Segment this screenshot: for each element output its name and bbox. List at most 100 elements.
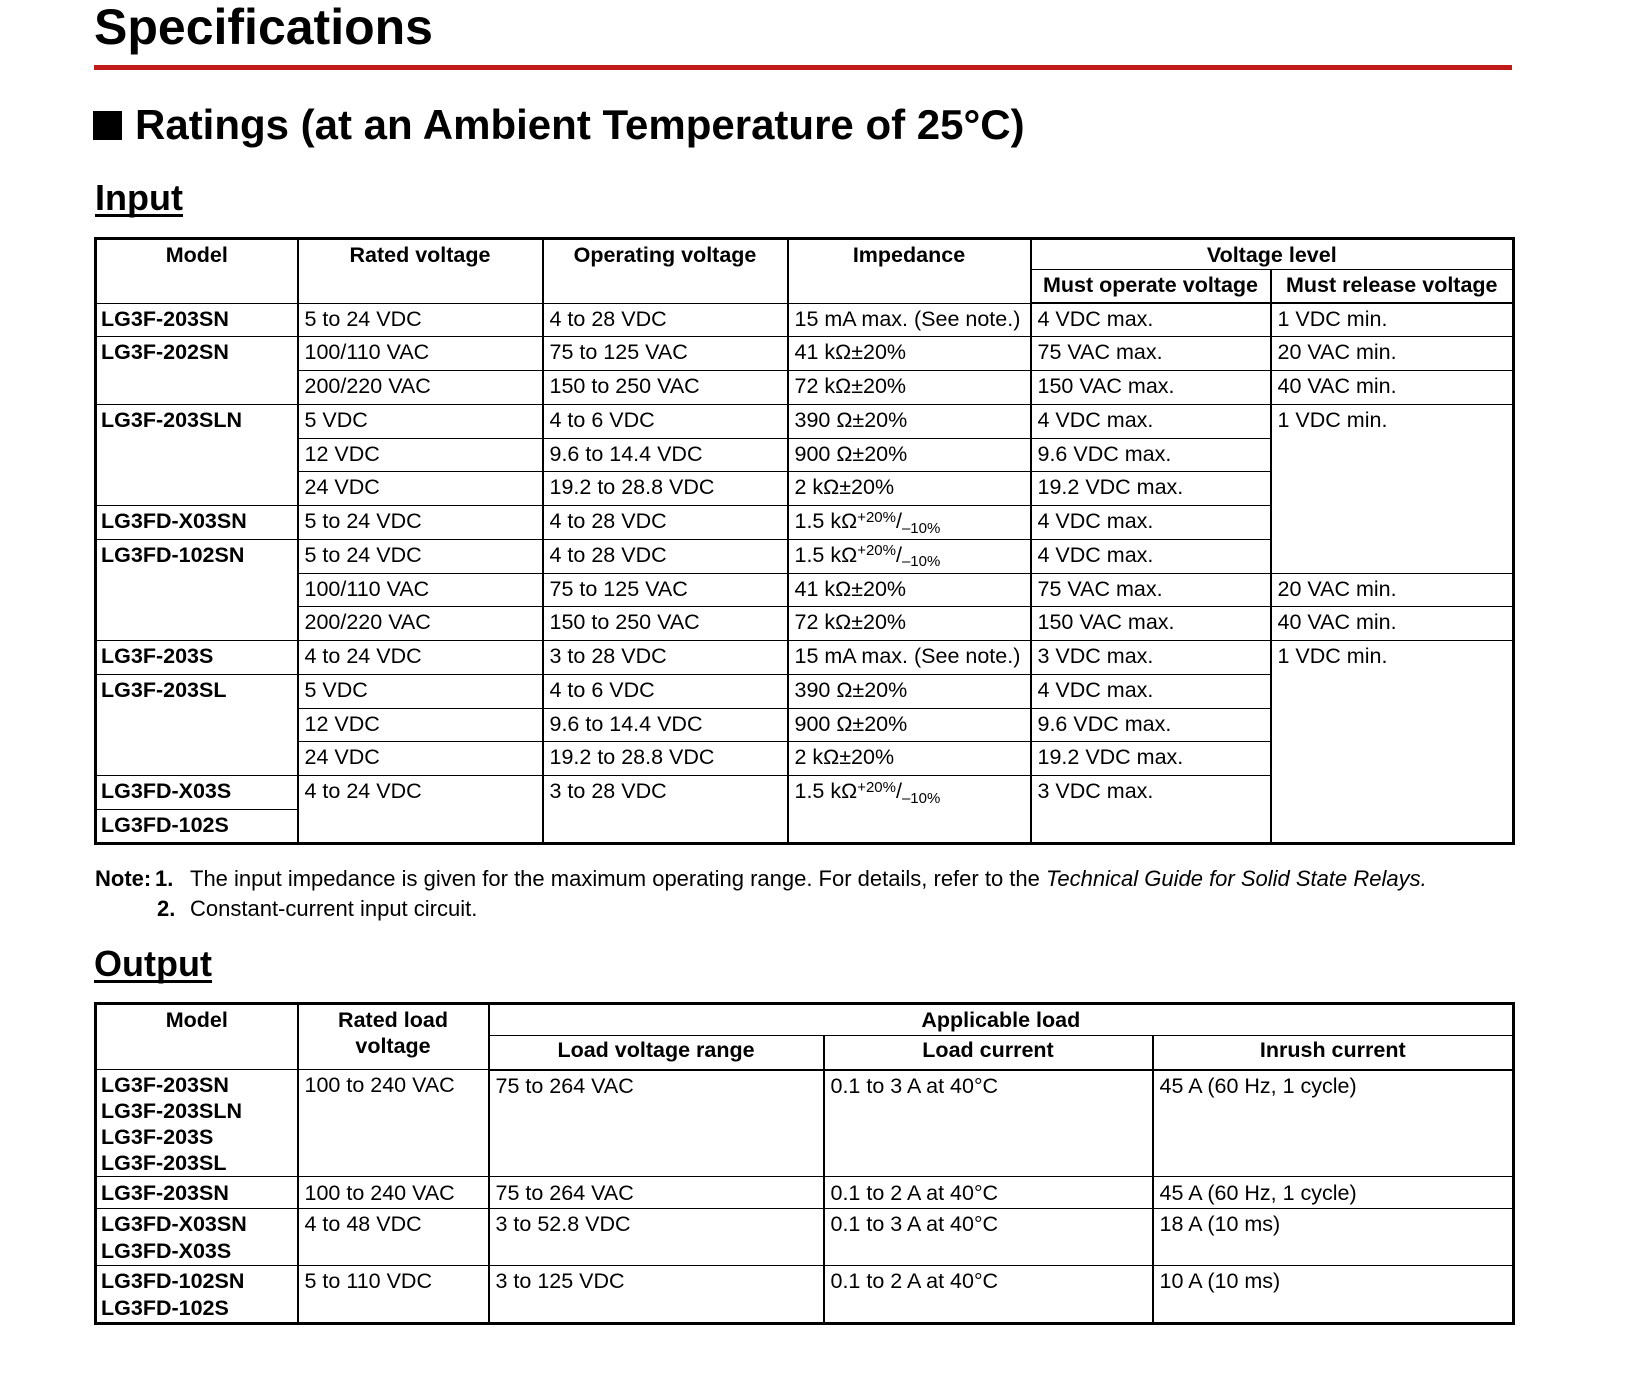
value-cell: 15 mA max. (See note.) [786,640,1032,675]
section-square-icon [93,110,122,140]
value-cell: 1 VDC min. [1269,640,1515,844]
value-cell: 3 VDC max. [1029,775,1272,844]
value-cell: 3 VDC max. [1029,640,1272,675]
value-cell: 0.1 to 2 A at 40°C [822,1176,1154,1209]
column-header: Model [94,1002,299,1071]
value-cell: 72 kΩ±20% [786,606,1032,641]
value-cell: 1 VDC min. [1269,403,1515,574]
value-cell: 20 VAC min. [1269,336,1515,371]
table-row: 200/220 VAC 150 to 250 VAC 72 kΩ±20% 150 VA… [96,606,1515,641]
value-cell: 200/220 VAC [296,606,544,641]
page-title: Specifications [94,0,433,55]
value-cell: 4 to 28 VDC [541,302,789,338]
value-cell: 0.1 to 3 A at 40°C [822,1207,1154,1267]
model-cell: LG3FD-102SN LG3FD-102S [94,1265,299,1325]
value-cell: 0.1 to 3 A at 40°C [822,1069,1154,1178]
table-row: LG3FD-102SN 5 to 24 VDC 4 to 28 VDC 1.5 kΩ+… [94,538,1514,642]
model-cell: LG3F-203SL [94,673,299,777]
note-label: Note: [95,866,152,891]
table-row: LG3FD-102S [94,808,1514,844]
value-cell: 4 to 28 VDC [541,538,789,574]
table-row: LG3F-203SLN 5 VDC 4 to 6 VDC 390 Ω±20% 4 VDC… [94,403,1515,574]
table-row: LG3F-203SL 5 VDC 4 to 6 VDC 390 Ω±20% 4 VDC … [94,673,1514,777]
value-cell: 4 VDC max. [1029,302,1272,338]
value-cell: 45 A (60 Hz, 1 cycle) [1151,1069,1515,1178]
model-cell: LG3FD-X03S [94,775,299,810]
table-row: LG3FD-X03SN LG3FD-X03S 4 to 48 VDC 3 to 52.… [94,1207,1515,1267]
value-cell: 3 to 125 VDC [487,1265,825,1325]
ratings-heading: Ratings (at an Ambient Temperature of 25… [93,100,1025,150]
output-heading: Output [94,943,212,985]
column-header: Must release voltage [1269,269,1515,304]
value-cell: 45 A (60 Hz, 1 cycle) [1151,1176,1515,1209]
note-item: Note: 1. The input impedance is given fo… [95,864,1535,894]
column-header: Applicable load [487,1003,1515,1036]
value-cell: 4 to 24 VDC [296,640,544,675]
column-header: Voltage level [1029,238,1515,270]
value-cell: 5 to 24 VDC [296,538,544,574]
note-number: 1. [155,866,174,891]
value-cell: 72 kΩ±20% [786,370,1032,405]
table-row: LG3FD-X03S 4 to 24 VDC 3 to 28 VDC 1.5 kΩ+2… [94,775,1514,844]
note-text: The input impedance is given for the max… [190,866,1427,891]
value-cell: 3 to 52.8 VDC [487,1207,825,1267]
value-cell: 100 to 240 VAC [296,1176,490,1209]
value-cell: 150 VAC max. [1029,370,1272,405]
value-cell: 150 to 250 VAC [541,606,789,641]
note-number: 2. [157,896,176,921]
value-cell: 75 to 264 VAC [487,1176,825,1209]
value-cell: 5 to 24 VDC [296,505,544,540]
value-cell: 19.2 VDC max. [1029,471,1272,506]
column-header: Model [94,238,299,304]
value-cell: 100/110 VAC [296,336,544,371]
value-cell: 100/110 VAC [296,572,544,608]
value-cell: 24 VDC [296,471,544,506]
value-cell: 10 A (10 ms) [1151,1265,1515,1325]
value-cell: 0.1 to 2 A at 40°C [822,1265,1154,1325]
column-header: Load voltage range [487,1034,825,1071]
value-cell: 5 to 110 VDC [296,1265,490,1325]
value-cell: 4 to 6 VDC [541,673,789,709]
value-cell: 19.2 to 28.8 VDC [541,471,789,506]
value-cell: 4 to 24 VDC [296,775,544,844]
value-cell: 4 VDC max. [1029,538,1272,574]
value-cell: 150 to 250 VAC [541,370,789,405]
value-cell: 2 kΩ±20% [786,741,1032,776]
value-cell: 900 Ω±20% [786,437,1032,473]
value-cell: 5 VDC [296,673,544,709]
model-cell: LG3F-203SLN [94,403,299,507]
value-cell: 200/220 VAC [296,370,544,405]
model-cell: LG3F-203SN [94,1176,299,1209]
value-cell: 9.6 to 14.4 VDC [541,437,789,473]
value-cell: 24 VDC [296,741,544,776]
value-cell: 75 to 125 VAC [541,572,789,608]
value-cell: 2 kΩ±20% [786,471,1032,506]
model-cell: LG3F-203SN [94,302,299,338]
value-cell: 18 A (10 ms) [1151,1207,1515,1267]
value-cell: 5 VDC [296,403,544,439]
value-cell: 75 to 264 VAC [487,1069,825,1178]
value-cell: 4 to 48 VDC [296,1207,490,1267]
table-row: LG3F-203SN LG3F-203SLN LG3F-203S LG3F-203SL… [94,1069,1515,1178]
column-header: Inrush current [1151,1034,1515,1071]
table-row: LG3FD-102SN LG3FD-102S 5 to 110 VDC 3 to 12… [94,1265,1515,1325]
output-ratings-table: Model Rated load voltage Applicable load Lo… [94,1002,1516,1326]
table-row: 12 VDC 9.6 to 14.4 VDC 900 Ω±20% 9.6 VDC ma… [96,707,1514,743]
value-cell: 150 VAC max. [1029,606,1272,641]
value-cell: 5 to 24 VDC [296,302,544,338]
value-cell: 4 VDC max. [1029,403,1272,439]
table-row: LG3F-203SN 5 to 24 VDC 4 to 28 VDC 15 mA ma… [94,302,1515,338]
value-cell: 4 VDC max. [1029,505,1272,540]
value-cell: 20 VAC min. [1269,572,1515,608]
value-cell: 40 VAC min. [1269,606,1515,641]
column-header: Load current [822,1034,1154,1071]
model-cell: LG3FD-102SN [94,538,299,642]
value-cell: 4 to 28 VDC [541,505,789,540]
title-rule [94,64,1512,70]
table-row: LG3F-202SN 100/110 VAC 75 to 125 VAC 41 kΩ±… [94,336,1515,405]
value-cell: 390 Ω±20% [786,403,1032,439]
value-cell: 1.5 kΩ+20%/–10% [786,538,1032,574]
value-cell: 19.2 to 28.8 VDC [541,741,789,776]
value-cell: 15 mA max. (See note.) [786,302,1032,338]
value-cell: 9.6 VDC max. [1029,437,1272,473]
